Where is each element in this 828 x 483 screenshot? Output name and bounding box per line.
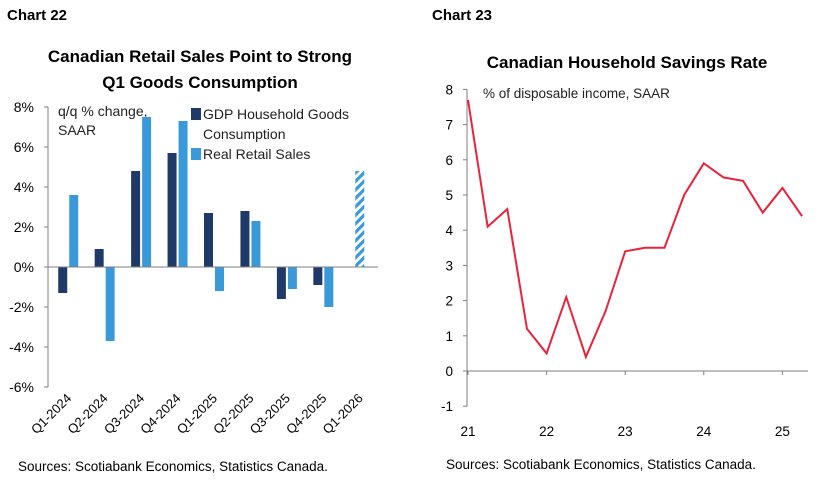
chart22-y-tick-label: 8% xyxy=(14,99,34,115)
chart22-y-axis-label: SAAR xyxy=(58,122,96,138)
chart22-bar-gdp xyxy=(240,211,250,267)
chart23-x-tick-label: 23 xyxy=(618,424,633,439)
chart22-bar-gdp xyxy=(94,249,104,267)
chart22-y-tick-label: 4% xyxy=(14,179,34,195)
chart22-bar-gdp xyxy=(131,171,141,267)
chart22-legend-label: GDP Household Goods xyxy=(203,106,349,122)
chart23-x-tick-label: 21 xyxy=(460,424,475,439)
chart22-legend-label: Real Retail Sales xyxy=(203,146,310,162)
chart22-bar-retail xyxy=(105,267,115,341)
chart22-bar-retail xyxy=(355,171,365,267)
chart23-y-tick-label: 3 xyxy=(445,258,453,273)
chart22-bar-gdp xyxy=(58,267,68,293)
chart22-y-tick-label: -4% xyxy=(9,339,34,355)
chart23-y-tick-label: 1 xyxy=(445,329,453,344)
chart23-y-tick-label: 5 xyxy=(445,188,453,203)
chart23-y-tick-label: -1 xyxy=(441,399,453,414)
chart23-y-tick-label: 4 xyxy=(445,223,453,238)
chart-23-label: Chart 23 xyxy=(432,7,493,24)
chart23-source: Sources: Scotiabank Economics, Statistic… xyxy=(446,457,756,472)
chart22-bar-retail xyxy=(287,267,297,289)
chart22-y-tick-label: 0% xyxy=(14,259,34,275)
chart22-bar-retail xyxy=(324,267,334,307)
chart22-legend-swatch xyxy=(191,148,201,160)
chart22-y-tick-label: -6% xyxy=(9,379,34,395)
chart22-bar-retail xyxy=(251,221,261,267)
chart22-bar-gdp xyxy=(167,153,177,267)
chart22-legend-swatch xyxy=(191,108,201,120)
chart23-y-tick-label: 8 xyxy=(445,82,453,97)
chart22-bar-gdp xyxy=(313,267,323,285)
chart23-y-tick-label: 6 xyxy=(445,153,453,168)
chart23-y-tick-label: 0 xyxy=(445,364,453,379)
chart22-bar-gdp xyxy=(204,213,213,267)
chart23-savings-rate-line xyxy=(467,99,803,360)
chart22-title-line1: Canadian Retail Sales Point to Strong xyxy=(48,47,352,66)
chart23-y-tick-label: 2 xyxy=(445,294,453,309)
chart22-y-tick-label: 6% xyxy=(14,139,34,155)
chart22-bar-retail xyxy=(69,195,79,267)
chart22-bar-retail xyxy=(142,117,152,267)
chart22-x-tick-label: Q1-2026 xyxy=(320,391,366,437)
chart23-x-tick-label: 24 xyxy=(696,424,712,439)
chart22-source: Sources: Scotiabank Economics, Statistic… xyxy=(18,459,328,474)
chart-22-label: Chart 22 xyxy=(7,7,68,24)
chart22-y-tick-label: 2% xyxy=(14,219,34,235)
chart22-y-tick-label: -2% xyxy=(9,299,34,315)
chart22-bar-retail xyxy=(178,121,188,267)
chart22-bar-gdp xyxy=(276,267,286,299)
chart22-legend-label: Consumption xyxy=(203,126,286,142)
chart22-title-line2: Q1 Goods Consumption xyxy=(102,73,298,92)
chart23-y-axis-label: % of disposable income, SAAR xyxy=(483,86,670,101)
chart23-x-tick-label: 22 xyxy=(539,424,554,439)
chart23-title: Canadian Household Savings Rate xyxy=(487,53,768,72)
chart23-y-tick-label: 7 xyxy=(445,118,453,133)
chart22-y-axis-label: q/q % change, xyxy=(58,103,148,119)
chart22-bar-retail xyxy=(215,267,224,291)
chart23-x-tick-label: 25 xyxy=(775,424,790,439)
